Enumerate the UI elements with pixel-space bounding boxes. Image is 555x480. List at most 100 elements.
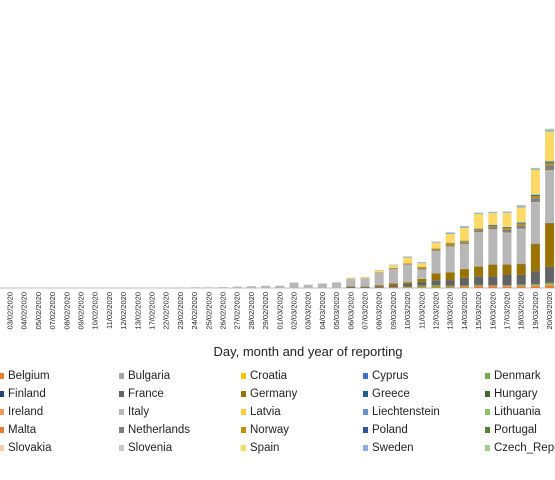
bar-segment	[232, 286, 242, 288]
bar-segment	[403, 264, 413, 265]
bar-segment	[360, 286, 370, 288]
x-tick-label: 04/02/2020	[20, 292, 29, 330]
x-tick-label: 13/03/2020	[446, 292, 455, 330]
legend-swatch	[241, 391, 246, 397]
bar-segment	[474, 286, 484, 288]
bar-segment	[445, 280, 455, 286]
x-tick-label: 12/02/2020	[119, 292, 128, 330]
bar-segment	[459, 269, 469, 278]
legend-label: Slovakia	[8, 442, 52, 454]
bar-segment	[459, 286, 469, 288]
bar-segment	[502, 233, 512, 265]
bar-segment	[388, 287, 398, 288]
bar-segment	[488, 276, 498, 286]
bar-segment	[417, 268, 427, 270]
x-tick-label: 27/02/2020	[233, 292, 242, 330]
bar-segment	[388, 268, 398, 269]
bar-segment	[459, 226, 469, 228]
legend-swatch	[119, 409, 124, 415]
bar-segment	[488, 225, 498, 227]
legend-swatch	[363, 445, 368, 451]
bar-segment	[388, 269, 398, 284]
legend-swatch	[119, 373, 124, 379]
bar-segment	[445, 245, 455, 247]
bar-segment	[346, 277, 356, 279]
bar-segment	[545, 171, 555, 223]
x-tick-label: 16/03/2020	[488, 292, 497, 330]
legend-swatch	[241, 445, 246, 451]
x-tick-label: 09/03/2020	[389, 292, 398, 330]
legend-label: Ireland	[8, 406, 43, 418]
bar-segment	[516, 205, 526, 207]
x-tick-label: 02/03/2020	[290, 292, 299, 330]
bar-segment	[488, 213, 498, 225]
bar-segment	[474, 285, 484, 286]
bar-segment	[417, 287, 427, 288]
x-tick-label: 29/02/2020	[261, 292, 270, 330]
legend-swatch	[0, 391, 4, 397]
bar-segment	[417, 285, 427, 288]
legend-swatch	[0, 409, 4, 415]
legend-label: Italy	[128, 406, 149, 418]
legend-label: Cyprus	[372, 370, 409, 382]
bar-segment	[388, 265, 398, 269]
bar-segment	[431, 241, 441, 243]
legend-swatch	[363, 391, 368, 397]
bar-segment	[190, 287, 200, 288]
x-tick-label: 23/02/2020	[176, 292, 185, 330]
bar-segment	[403, 286, 413, 288]
bar-segment	[403, 287, 413, 288]
bar-segment	[431, 242, 441, 249]
x-tick-label: 26/02/2020	[219, 292, 228, 330]
legend-label: Portugal	[494, 424, 537, 436]
x-tick-label: 25/02/2020	[204, 292, 213, 330]
legend-label: Belgium	[8, 370, 50, 382]
bar-segment	[502, 264, 512, 275]
bar-segment	[545, 130, 555, 132]
legend-swatch	[485, 391, 490, 397]
legend-swatch	[485, 409, 490, 415]
bar-segment	[545, 222, 555, 223]
bar-segment	[360, 286, 370, 287]
bar-segment	[445, 272, 455, 281]
x-tick-label: 12/03/2020	[432, 292, 441, 330]
bar-segment	[516, 274, 526, 285]
x-tick-label: 07/02/2020	[48, 292, 57, 330]
bar-segment	[445, 287, 455, 288]
bar-segment	[502, 227, 512, 228]
bar-segment	[530, 170, 540, 195]
x-tick-label: 08/02/2020	[62, 292, 71, 330]
x-tick-label: 05/03/2020	[332, 292, 341, 330]
bar-segment	[246, 286, 256, 288]
bar-segment	[530, 244, 540, 272]
legend-swatch	[119, 427, 124, 433]
legend-label: Sweden	[372, 442, 414, 454]
bar-segment	[502, 213, 512, 227]
bar-segment	[474, 232, 484, 267]
x-tick-label: 11/02/2020	[105, 292, 114, 329]
bar-segment	[545, 282, 555, 285]
bar-segment	[289, 282, 299, 288]
bar-segment	[530, 196, 540, 199]
bar-segment	[488, 229, 498, 265]
x-tick-label: 19/03/2020	[531, 292, 540, 330]
bar-segment	[403, 263, 413, 265]
bar-segment	[417, 281, 427, 286]
bar-segment	[431, 273, 441, 281]
bar-segment	[431, 280, 441, 286]
legend-label: Poland	[372, 424, 408, 436]
bar-segment	[403, 256, 413, 258]
bar-segment	[445, 285, 455, 287]
bar-segment	[516, 229, 526, 264]
bar-segment	[403, 283, 413, 287]
bar-segment	[388, 283, 398, 286]
bar-segment	[545, 223, 555, 224]
x-tick-label: 18/03/2020	[517, 292, 526, 330]
x-tick-label: 24/02/2020	[190, 292, 199, 330]
legend-swatch	[363, 427, 368, 433]
bar-segment	[545, 163, 555, 166]
bar-segment	[261, 285, 271, 288]
legend-swatch	[0, 427, 4, 433]
x-tick-label: 28/02/2020	[247, 292, 256, 330]
